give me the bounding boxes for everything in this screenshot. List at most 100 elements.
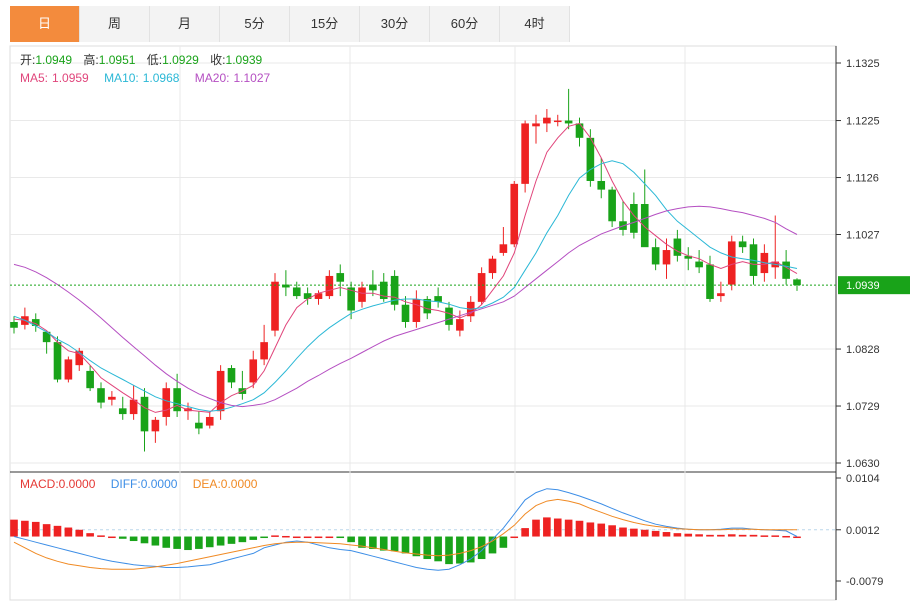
macd-bar bbox=[608, 525, 616, 537]
candle-body bbox=[532, 123, 540, 127]
period-tabs: 日 周 月 5分 15分 30分 60分 4时 bbox=[10, 6, 570, 42]
macd-bar bbox=[195, 536, 203, 549]
macd-bar bbox=[205, 536, 214, 548]
tab-4h[interactable]: 4时 bbox=[500, 6, 570, 42]
macd-bar bbox=[771, 535, 780, 537]
chart-grid bbox=[9, 45, 837, 601]
ma20-value: 1.1027 bbox=[233, 71, 270, 85]
tab-day[interactable]: 日 bbox=[10, 6, 80, 42]
candle-body bbox=[608, 189, 616, 222]
macd-bar bbox=[532, 519, 540, 537]
tab-month[interactable]: 月 bbox=[150, 6, 220, 42]
dea-line bbox=[13, 498, 797, 570]
candle-body bbox=[97, 388, 105, 403]
ma-legend: MA5: 1.0959 MA10: 1.0968 MA20: 1.1027 bbox=[20, 71, 271, 85]
candle-body bbox=[303, 293, 312, 299]
macd-bar bbox=[21, 520, 29, 537]
candle-body bbox=[140, 396, 149, 432]
macd-tick-label: -0.0079 bbox=[846, 576, 883, 588]
candle-body bbox=[86, 370, 94, 389]
ma5-label: MA5: bbox=[20, 71, 48, 85]
macd-bar bbox=[793, 536, 801, 539]
low-label: 低: bbox=[147, 53, 162, 67]
macd-bar bbox=[151, 536, 160, 546]
tab-week[interactable]: 周 bbox=[80, 6, 150, 42]
macd-bar bbox=[97, 535, 105, 537]
macd-bar bbox=[553, 518, 562, 537]
macd-bar bbox=[738, 534, 747, 537]
candle-body bbox=[53, 342, 62, 380]
tab-30min[interactable]: 30分 bbox=[360, 6, 430, 42]
tab-15min[interactable]: 15分 bbox=[290, 6, 360, 42]
candle-body bbox=[564, 120, 573, 124]
moving-average-lines bbox=[13, 122, 798, 413]
candle-body bbox=[379, 281, 388, 299]
candle-body bbox=[64, 359, 73, 380]
price-tick-label: 1.0630 bbox=[846, 458, 880, 470]
candle-body bbox=[477, 273, 486, 302]
candle-body bbox=[271, 281, 279, 331]
low-value: 1.0929 bbox=[162, 53, 199, 67]
candle-body bbox=[314, 293, 323, 299]
candle-body bbox=[118, 408, 127, 415]
candle-body bbox=[727, 241, 736, 285]
candle-body bbox=[358, 287, 366, 302]
price-tick-label: 1.1325 bbox=[846, 58, 880, 70]
price-tick-label: 1.0729 bbox=[846, 401, 880, 413]
high-value: 1.0951 bbox=[99, 53, 136, 67]
candle-body bbox=[195, 422, 203, 429]
macd-bar bbox=[184, 536, 192, 551]
macd-bar bbox=[358, 536, 366, 548]
macd-bar bbox=[412, 536, 421, 557]
macd-bar bbox=[216, 536, 225, 546]
macd-bar bbox=[369, 536, 377, 549]
candle-body bbox=[75, 350, 84, 366]
ma5-value: 1.0959 bbox=[52, 71, 89, 85]
tab-5min[interactable]: 5分 bbox=[220, 6, 290, 42]
close-value: 1.0939 bbox=[226, 53, 263, 67]
candle-body bbox=[499, 244, 508, 253]
macd-bar bbox=[173, 536, 181, 549]
ma5-line bbox=[13, 122, 798, 413]
candle-body bbox=[31, 319, 40, 327]
macd-bar bbox=[282, 535, 290, 538]
candle-body bbox=[434, 296, 442, 302]
tab-60min[interactable]: 60分 bbox=[430, 6, 500, 42]
ohlc-legend: 开:1.0949 高:1.0951 低:1.0929 收:1.0939 bbox=[20, 52, 263, 67]
candle-body bbox=[510, 183, 519, 245]
candle-body bbox=[445, 307, 453, 325]
macd-bar bbox=[488, 536, 497, 554]
macd-bar bbox=[162, 536, 171, 548]
macd-bar bbox=[118, 536, 127, 539]
macd-bar bbox=[499, 536, 508, 548]
candle-body bbox=[695, 261, 703, 268]
macd-value: 0.0000 bbox=[59, 477, 96, 491]
macd-tick-label: 0.0104 bbox=[846, 473, 880, 485]
macd-bar bbox=[706, 534, 714, 537]
open-value: 1.0949 bbox=[35, 53, 72, 67]
macd-bar bbox=[597, 523, 606, 537]
candle-body bbox=[423, 298, 432, 314]
macd-bar bbox=[445, 536, 453, 565]
macd-bar bbox=[108, 536, 116, 539]
candle-body bbox=[369, 284, 377, 291]
candle-body bbox=[347, 287, 355, 311]
price-tick-label: 1.0828 bbox=[846, 344, 880, 356]
candle-body bbox=[129, 399, 138, 415]
macd-bar bbox=[129, 536, 138, 542]
macd-bar bbox=[401, 536, 410, 554]
macd-bar bbox=[249, 536, 258, 540]
macd-bar bbox=[456, 536, 464, 564]
macd-bar bbox=[75, 529, 84, 537]
candle-body bbox=[488, 258, 497, 274]
candle-body bbox=[205, 416, 214, 426]
macd-bar bbox=[630, 528, 638, 537]
candle-body bbox=[662, 250, 671, 265]
macd-bar bbox=[477, 536, 486, 560]
candle-body bbox=[553, 120, 562, 123]
dea-value: 0.0000 bbox=[221, 477, 258, 491]
candle-body bbox=[173, 388, 181, 412]
candle-body bbox=[717, 293, 725, 297]
macd-bar bbox=[10, 519, 18, 537]
